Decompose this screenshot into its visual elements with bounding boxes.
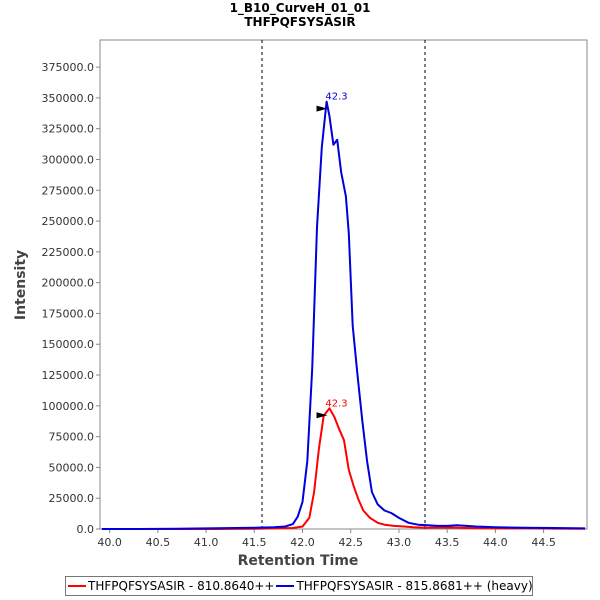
x-tick-label: 40.0 xyxy=(97,536,122,549)
x-tick-label: 41.5 xyxy=(242,536,267,549)
legend-swatch-light xyxy=(68,585,86,587)
peak-marker xyxy=(316,412,328,419)
series-group xyxy=(101,100,586,530)
y-tick-label: 25000.0 xyxy=(49,492,95,505)
legend: THFPQFSYSASIR - 810.8640++ THFPQFSYSASIR… xyxy=(65,576,533,596)
peak-marker xyxy=(316,105,328,112)
x-tick-label: 44.5 xyxy=(531,536,556,549)
x-tick-label: 42.0 xyxy=(290,536,315,549)
series-line-1 xyxy=(101,100,586,530)
y-tick-label: 325000.0 xyxy=(42,123,95,136)
x-tick-label: 43.5 xyxy=(435,536,460,549)
plot-area xyxy=(99,39,588,530)
peak-label: 42.3 xyxy=(325,92,347,103)
y-tick-label: 250000.0 xyxy=(42,215,95,228)
x-tick-label: 42.5 xyxy=(338,536,363,549)
legend-item-light: THFPQFSYSASIR - 810.8640++ xyxy=(66,579,274,593)
legend-item-heavy: THFPQFSYSASIR - 815.8681++ (heavy) xyxy=(274,579,532,593)
chart-title: 1_B10_CurveH_01_01 xyxy=(229,1,371,15)
y-tick-label: 300000.0 xyxy=(42,153,95,166)
y-tick-label: 175000.0 xyxy=(42,307,95,320)
y-tick-label: 375000.0 xyxy=(42,61,95,74)
y-tick-label: 225000.0 xyxy=(42,246,95,259)
series-line-0 xyxy=(101,407,586,530)
y-tick-label: 125000.0 xyxy=(42,369,95,382)
y-tick-label: 150000.0 xyxy=(42,338,95,351)
chromatogram-chart: 0.0 25000.0 50000.0 75000.0 100000.0 125000.0… xyxy=(13,39,588,569)
y-tick-label: 50000.0 xyxy=(49,461,95,474)
y-tick-label: 0.0 xyxy=(77,523,95,536)
peak-label: 42.3 xyxy=(325,398,347,409)
y-tick-label: 350000.0 xyxy=(42,92,95,105)
x-tick-label: 44.0 xyxy=(483,536,508,549)
y-tick-label: 275000.0 xyxy=(42,184,95,197)
legend-label-heavy: THFPQFSYSASIR - 815.8681++ (heavy) xyxy=(296,579,533,593)
y-axis-title: Intensity xyxy=(13,250,29,320)
x-axis-title: Retention Time xyxy=(238,553,359,569)
legend-swatch-heavy xyxy=(276,585,295,587)
legend-label-light: THFPQFSYSASIR - 810.8640++ xyxy=(88,579,275,593)
y-tick-label: 100000.0 xyxy=(42,400,95,413)
x-tick-label: 40.5 xyxy=(146,536,171,549)
y-tick-label: 75000.0 xyxy=(49,431,95,444)
peak-annotations: 42.3 42.3 xyxy=(316,92,348,419)
chart-subtitle: THFPQFSYSASIR xyxy=(244,15,356,29)
y-tick-label: 200000.0 xyxy=(42,277,95,290)
x-axis: 40.0 40.5 41.0 41.5 42.0 42.5 43.0 43.5 44.0 44.5 xyxy=(97,529,556,549)
y-axis: 0.0 25000.0 50000.0 75000.0 100000.0 125000.0… xyxy=(42,61,100,536)
x-tick-label: 43.0 xyxy=(387,536,412,549)
x-tick-label: 41.0 xyxy=(194,536,219,549)
